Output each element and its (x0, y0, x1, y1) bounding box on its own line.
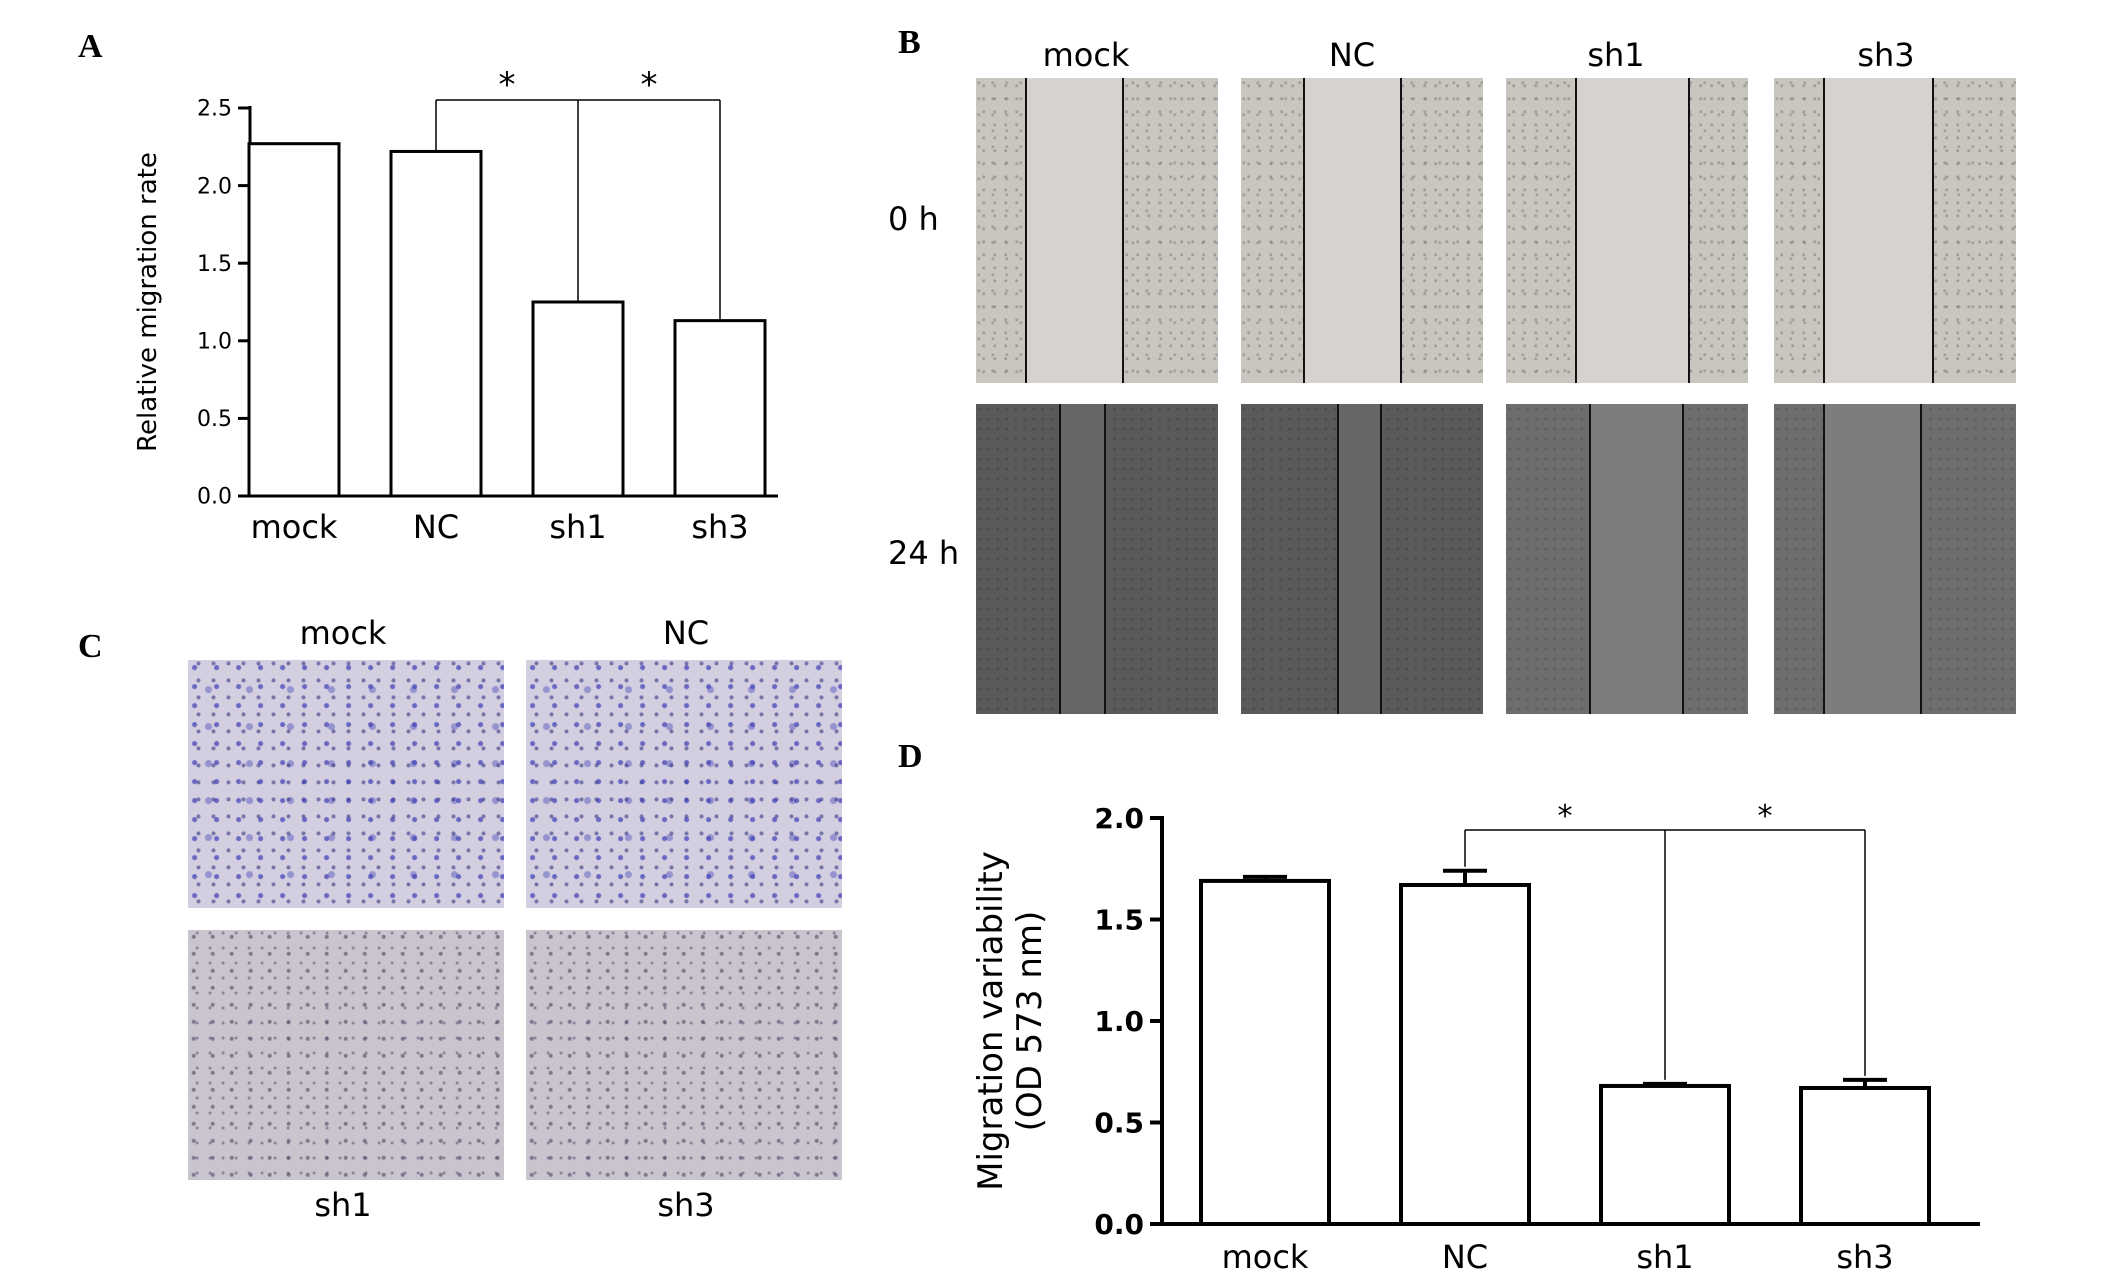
x-tick-label-mock: mock (251, 508, 338, 546)
scratch-image-nc-0h (1241, 78, 1483, 383)
y-tick-label: 2.5 (197, 97, 232, 122)
x-tick-label-sh1: sh1 (549, 508, 606, 546)
panel-b-column-label: sh3 (1857, 36, 1915, 74)
x-tick-label-nc: NC (1442, 1238, 1488, 1276)
panel-b-row-label: 24 h (888, 534, 960, 572)
bar-sh3 (673, 319, 767, 498)
y-axis-title: Relative migration rate (133, 152, 163, 452)
panel-c-bottom-label: sh3 (657, 1186, 715, 1224)
panel-letter-d: D (898, 738, 923, 775)
x-tick-label-sh3: sh3 (1836, 1238, 1893, 1276)
panel-b-column-label: mock (1042, 36, 1130, 74)
y-tick-label: 1.0 (197, 330, 232, 355)
x-tick-label-nc: NC (413, 508, 459, 546)
y-axis-title-line: (OD 573 nm) (1010, 911, 1050, 1132)
x-tick-label-sh3: sh3 (691, 508, 748, 546)
y-tick-label: 1.5 (197, 252, 232, 277)
panel-letter-b: B (898, 24, 921, 61)
transwell-image-mock (188, 660, 504, 908)
significance-star: * (641, 65, 658, 105)
y-tick-label: 1.0 (1094, 1005, 1144, 1038)
x-tick-label-mock: mock (1222, 1238, 1309, 1276)
bar-sh1 (531, 300, 625, 498)
bar-nc (389, 149, 483, 498)
scratch-image-sh3-24h (1774, 404, 2016, 714)
panel-b-row-label: 0 h (888, 200, 939, 238)
y-tick-label: 0.0 (1094, 1208, 1144, 1241)
bar-nc (1399, 882, 1531, 1226)
scratch-image-mock-24h (976, 404, 1218, 714)
significance-star: * (1558, 799, 1573, 834)
y-tick-label: 1.5 (1094, 903, 1144, 936)
x-tick-label-sh1: sh1 (1636, 1238, 1693, 1276)
transwell-image-nc (526, 660, 842, 908)
panel-b-column-label: sh1 (1587, 36, 1645, 74)
y-tick-label: 0.0 (197, 485, 232, 510)
y-tick-label: 2.0 (197, 174, 232, 199)
bar-sh3 (1799, 1085, 1931, 1226)
panel-letter-c: C (78, 628, 103, 665)
bar-mock (1199, 878, 1331, 1226)
panel-letter-a: A (78, 28, 103, 65)
scratch-image-sh3-0h (1774, 78, 2016, 383)
transwell-image-sh3 (526, 930, 842, 1180)
scratch-image-sh1-24h (1506, 404, 1748, 714)
bar-mock (247, 142, 341, 498)
bar-sh1 (1599, 1083, 1731, 1226)
panel-c-top-label: NC (662, 614, 710, 652)
y-tick-label: 2.0 (1094, 802, 1144, 835)
scratch-image-sh1-0h (1506, 78, 1748, 383)
y-axis-title-line: Migration variability (971, 851, 1011, 1191)
panel-c-bottom-label: sh1 (314, 1186, 372, 1224)
transwell-image-sh1 (188, 930, 504, 1180)
y-tick-label: 0.5 (1094, 1106, 1144, 1139)
significance-star: * (1758, 799, 1773, 834)
significance-star: * (499, 65, 516, 105)
y-tick-label: 0.5 (197, 407, 232, 432)
panel-c-top-label: mock (299, 614, 387, 652)
panel-b-column-label: NC (1328, 36, 1376, 74)
scratch-image-nc-24h (1241, 404, 1483, 714)
scratch-image-mock-0h (976, 78, 1218, 383)
